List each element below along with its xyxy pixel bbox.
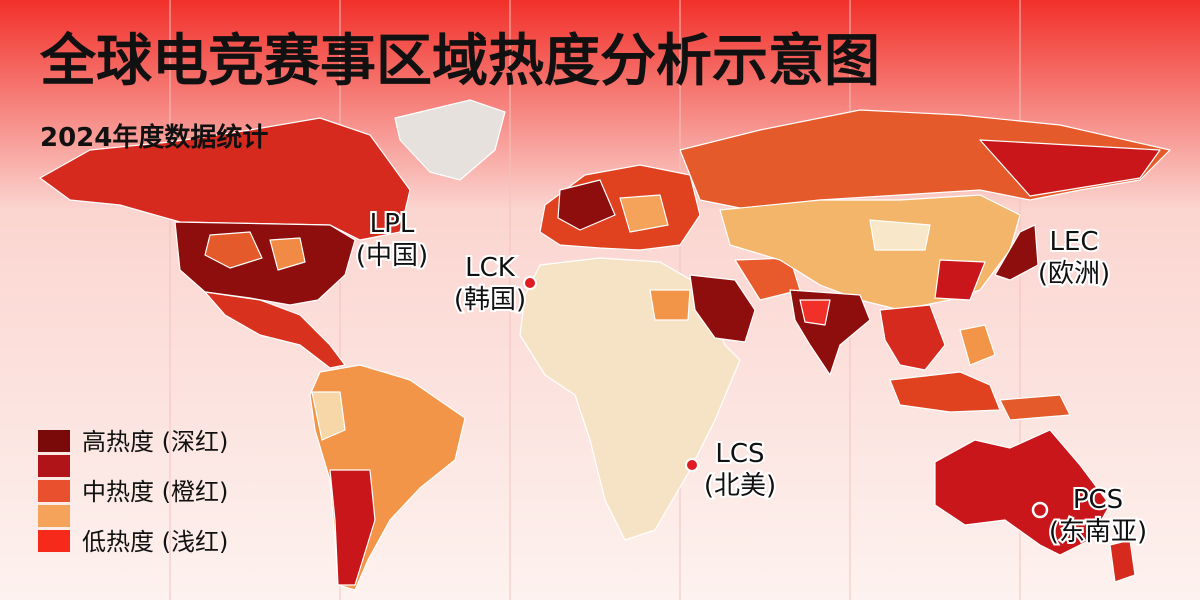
legend-label: 中热度 (橙红) xyxy=(82,478,228,506)
legend: 高热度 (深红) 中热度 (橙红) 低热度 (浅红) xyxy=(38,428,228,556)
title: 全球电竞赛事区域热度分析示意图 xyxy=(39,29,880,94)
marker-region: (北美) xyxy=(704,471,776,501)
marker-name: PCS xyxy=(1073,485,1123,515)
marker-dot xyxy=(685,458,699,472)
subtitle: 2024年度数据统计 xyxy=(40,122,268,153)
marker-region: (欧洲) xyxy=(1038,259,1110,289)
marker-dot xyxy=(1031,501,1049,519)
markers: LPL(中国) LCK(韩国) LEC(欧洲) LCS(北美) PCS(东南亚) xyxy=(354,207,1149,549)
legend-label: 低热度 (浅红) xyxy=(82,528,228,556)
marker-name: LCS xyxy=(715,439,764,469)
marker-dot xyxy=(523,276,537,290)
marker-region: (韩国) xyxy=(454,285,526,315)
marker-region: (东南亚) xyxy=(1049,517,1147,547)
landmasses xyxy=(39,99,1171,591)
legend-swatch xyxy=(38,480,70,502)
marker-region: (中国) xyxy=(356,241,428,271)
legend-label: 高热度 (深红) xyxy=(82,428,228,456)
legend-swatch xyxy=(38,505,70,527)
legend-swatch xyxy=(38,430,70,452)
marker-name: LCK xyxy=(465,253,516,283)
marker-name: LEC xyxy=(1049,227,1098,257)
legend-swatch xyxy=(38,530,70,552)
legend-swatch xyxy=(38,455,70,477)
marker-name: LPL xyxy=(370,209,415,239)
